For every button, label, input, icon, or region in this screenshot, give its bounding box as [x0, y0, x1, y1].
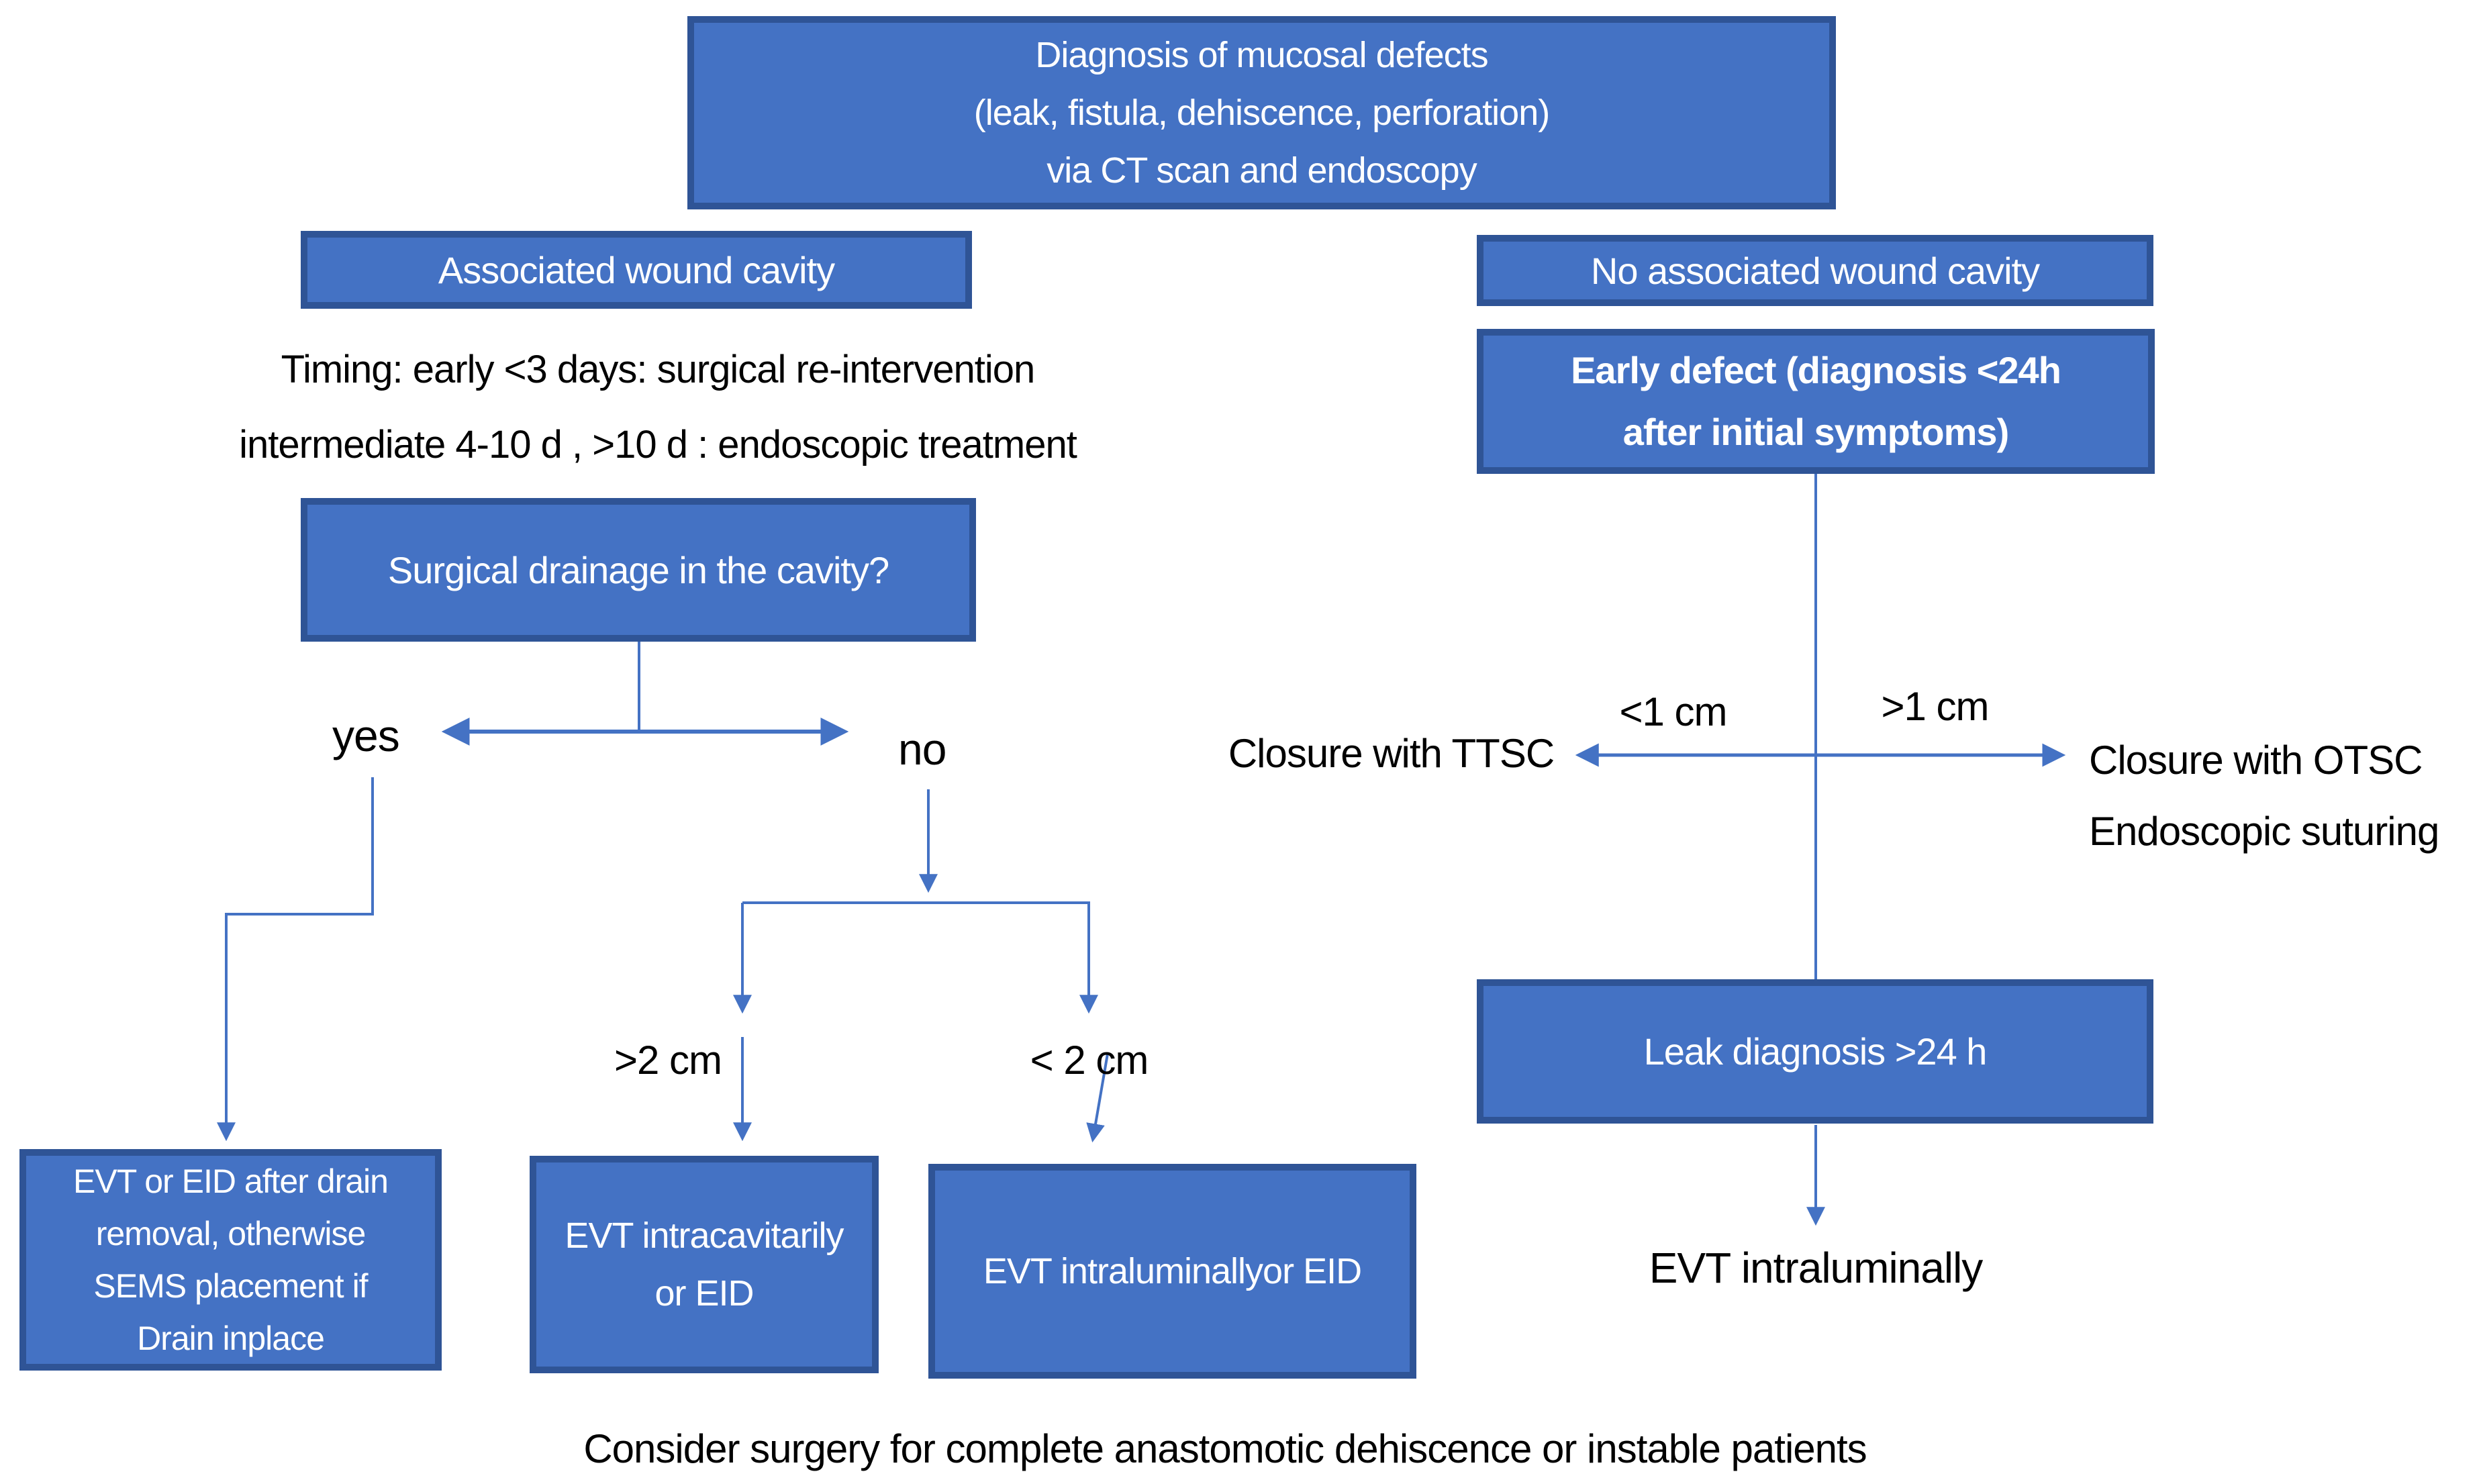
node-associated-wound-cavity: Associated wound cavity: [301, 231, 972, 309]
node-leak-diagnosis-24h: Leak diagnosis >24 h: [1477, 979, 2153, 1124]
node-diagnosis-title: Diagnosis of mucosal defects (leak, fist…: [687, 16, 1836, 209]
footnote: Consider surgery for complete anastomoti…: [583, 1426, 1867, 1471]
node-evt-intracavitarily: EVT intracavitarily or EID: [530, 1156, 879, 1373]
closure-otsc-label: Closure with OTSC Endoscopic suturing: [2089, 738, 2439, 854]
node-evt-eid-after-drain: EVT or EID after drain removal, otherwis…: [19, 1149, 442, 1371]
node-no-associated-wound-cavity: No associated wound cavity: [1477, 235, 2153, 306]
node-evt-intraluminally-or-eid: EVT intraluminallyor EID: [928, 1164, 1416, 1379]
gt1cm-label: >1 cm: [1881, 684, 1989, 729]
gt2cm-label: >2 cm: [614, 1038, 722, 1083]
timing-note: Timing: early <3 days: surgical re-inter…: [239, 348, 1077, 466]
node-surgical-drainage-question: Surgical drainage in the cavity?: [301, 498, 976, 642]
closure-ttsc-label: Closure with TTSC: [1228, 731, 1555, 776]
connector-yes-elbow-arrow: [217, 777, 374, 1142]
no-label: no: [898, 724, 946, 774]
lt2cm-label: < 2 cm: [1030, 1038, 1149, 1083]
lt1cm-label: <1 cm: [1619, 689, 1727, 734]
evt-intraluminally-label: EVT intraluminally: [1649, 1244, 1984, 1292]
yes-label: yes: [332, 711, 400, 760]
node-early-defect: Early defect (diagnosis <24h after initi…: [1477, 329, 2155, 474]
